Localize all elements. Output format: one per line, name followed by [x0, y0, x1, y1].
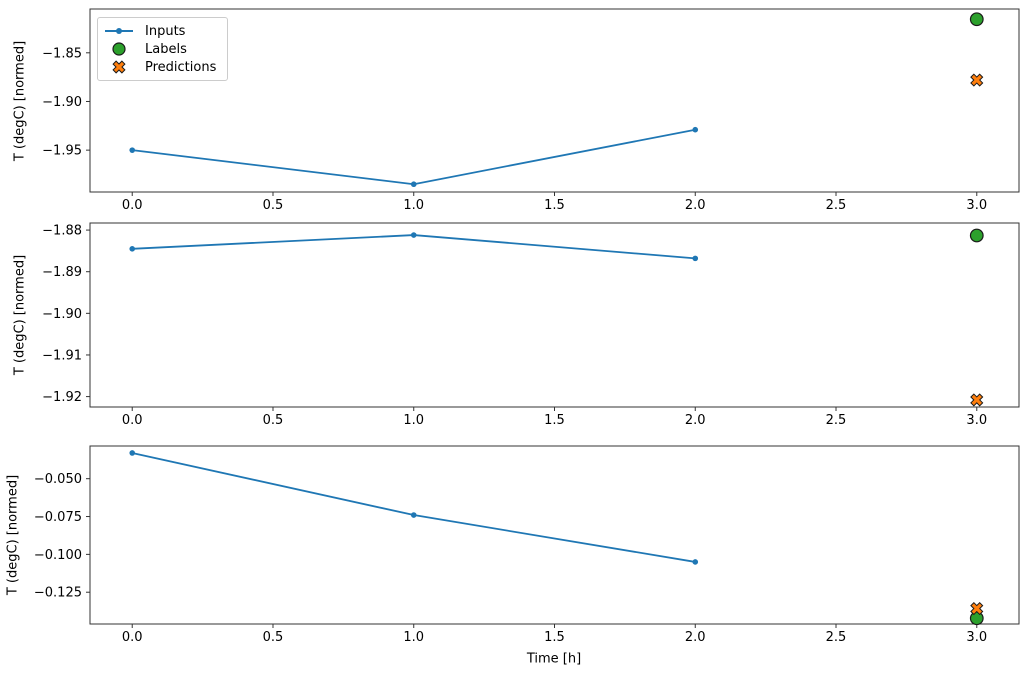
- x-tick-label: 1.0: [403, 630, 424, 645]
- x-tick-label: 2.0: [685, 413, 706, 428]
- label-marker: [969, 611, 984, 626]
- inputs-point: [692, 255, 699, 262]
- y-tick-label: −1.89: [42, 265, 82, 280]
- panel-frame: [89, 8, 1020, 193]
- legend-label-predictions: Predictions: [145, 59, 217, 75]
- y-tick-label: −1.88: [42, 224, 82, 239]
- y-tick-label: −0.075: [34, 510, 82, 525]
- x-tick-label: 1.5: [544, 630, 565, 645]
- inputs-point: [410, 232, 417, 238]
- y-tick-label: −0.125: [34, 586, 82, 601]
- inputs-point: [692, 126, 699, 133]
- x-tick-label: 3.0: [966, 198, 987, 213]
- x-tick-label: 1.0: [403, 413, 424, 428]
- prediction-marker: [970, 73, 984, 87]
- x-tick-label: 1.5: [544, 198, 565, 213]
- x-tick-label: 0.0: [122, 198, 143, 213]
- inputs-point: [129, 147, 136, 153]
- inputs-point: [410, 181, 417, 188]
- inputs-line: [132, 452, 696, 563]
- x-tick-label: 0.5: [263, 413, 284, 428]
- x-tick-label: 0.5: [263, 630, 284, 645]
- legend-item-predictions: Predictions: [103, 58, 221, 76]
- y-axis-label-panel-2: T (degC) [normed]: [12, 254, 28, 376]
- x-tick-label: 0.5: [263, 198, 284, 213]
- y-tick-label: −1.90: [42, 307, 82, 322]
- y-axis-label-panel-3: T (degC) [normed]: [5, 474, 21, 596]
- x-tick-label: 1.0: [403, 198, 424, 213]
- x-tick-label: 3.0: [966, 630, 987, 645]
- x-axis-label: Time [h]: [526, 651, 582, 667]
- inputs-line: [132, 128, 696, 186]
- inputs-line: [132, 234, 696, 260]
- inputs-point: [129, 246, 136, 252]
- legend-label-labels: Labels: [145, 41, 187, 57]
- inputs-point: [692, 559, 699, 565]
- panel-frame: [89, 222, 1020, 408]
- inputs-point: [129, 450, 136, 456]
- inputs-point: [410, 512, 417, 518]
- x-tick-label: 2.5: [826, 630, 847, 645]
- line-dot-marker-icon: [103, 25, 135, 37]
- y-tick-label: −0.100: [34, 548, 82, 563]
- y-tick-label: −1.92: [42, 390, 82, 405]
- circle-marker-icon: [103, 41, 135, 57]
- panel-frame: [89, 445, 1020, 625]
- y-tick-label: −1.90: [42, 95, 82, 110]
- x-tick-label: 1.5: [544, 413, 565, 428]
- legend-item-inputs: Inputs: [103, 22, 221, 40]
- legend-label-inputs: Inputs: [145, 23, 186, 39]
- x-tick-label: 2.0: [685, 198, 706, 213]
- x-tick-label: 0.0: [122, 630, 143, 645]
- x-tick-label: 3.0: [966, 413, 987, 428]
- y-tick-label: −1.95: [42, 144, 82, 159]
- legend-item-labels: Labels: [103, 40, 221, 58]
- x-tick-label: 2.0: [685, 630, 706, 645]
- y-axis-label-panel-1: T (degC) [normed]: [12, 40, 28, 162]
- x-tick-label: 2.5: [826, 198, 847, 213]
- label-marker: [969, 12, 984, 27]
- prediction-marker: [970, 601, 984, 616]
- x-tick-label: 2.5: [826, 413, 847, 428]
- x-marker-icon: [103, 59, 135, 75]
- prediction-marker: [970, 393, 984, 407]
- y-tick-label: −1.85: [42, 46, 82, 61]
- y-tick-label: −0.050: [34, 472, 82, 487]
- x-tick-label: 0.0: [122, 413, 143, 428]
- legend: Inputs Labels Predictions: [97, 17, 228, 81]
- label-marker: [969, 228, 984, 243]
- y-tick-label: −1.91: [42, 348, 82, 363]
